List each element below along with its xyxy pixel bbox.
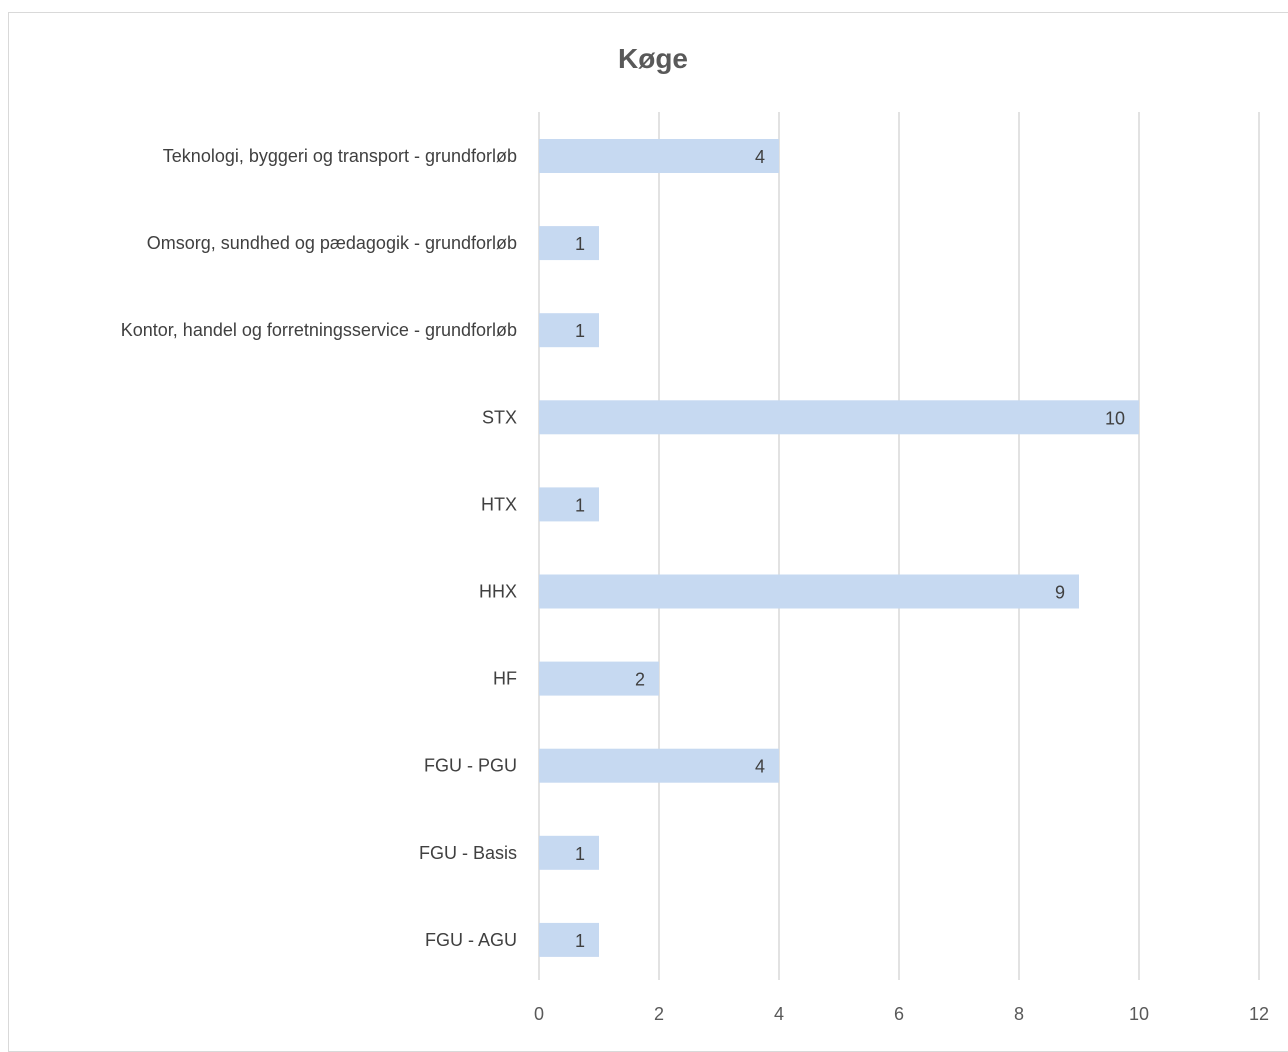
bar — [539, 922, 599, 957]
category-label: Kontor, handel og forretningsservice - g… — [121, 320, 517, 340]
chart-title: Køge — [618, 43, 688, 74]
bar — [539, 400, 1139, 435]
category-label: Teknologi, byggeri og transport - grundf… — [163, 146, 517, 166]
x-tick-label: 12 — [1249, 1004, 1269, 1024]
bar — [539, 748, 779, 783]
bar — [539, 487, 599, 522]
bar — [539, 139, 779, 173]
category-label: STX — [482, 407, 517, 427]
data-label: 2 — [635, 670, 645, 690]
data-label: 1 — [575, 931, 585, 951]
bar — [539, 226, 599, 261]
bar — [539, 835, 599, 870]
data-label: 1 — [575, 321, 585, 341]
x-tick-label: 4 — [774, 1004, 784, 1024]
x-tick-label: 8 — [1014, 1004, 1024, 1024]
chart-frame — [8, 12, 1288, 1052]
category-label: HF — [493, 669, 517, 689]
category-label: FGU - Basis — [419, 843, 517, 863]
gridlines — [538, 112, 1260, 980]
bar — [539, 313, 599, 348]
category-label: Omsorg, sundhed og pædagogik - grundforl… — [147, 233, 517, 253]
x-tick-label: 10 — [1129, 1004, 1149, 1024]
category-label: HTX — [481, 494, 517, 514]
data-label: 1 — [575, 844, 585, 864]
category-label: FGU - AGU — [425, 930, 517, 950]
data-label: 4 — [755, 147, 765, 167]
bars — [539, 139, 1139, 957]
category-label: FGU - PGU — [424, 756, 517, 776]
data-label: 9 — [1055, 583, 1065, 603]
x-tick-label: 2 — [654, 1004, 664, 1024]
x-tick-label: 6 — [894, 1004, 904, 1024]
data-label: 10 — [1105, 408, 1125, 428]
x-tick-label: 0 — [534, 1004, 544, 1024]
data-label: 1 — [575, 234, 585, 254]
bar — [539, 661, 659, 696]
category-label: HHX — [479, 582, 517, 602]
bar — [539, 574, 1079, 609]
data-label: 4 — [755, 757, 765, 777]
data-label: 1 — [575, 495, 585, 515]
